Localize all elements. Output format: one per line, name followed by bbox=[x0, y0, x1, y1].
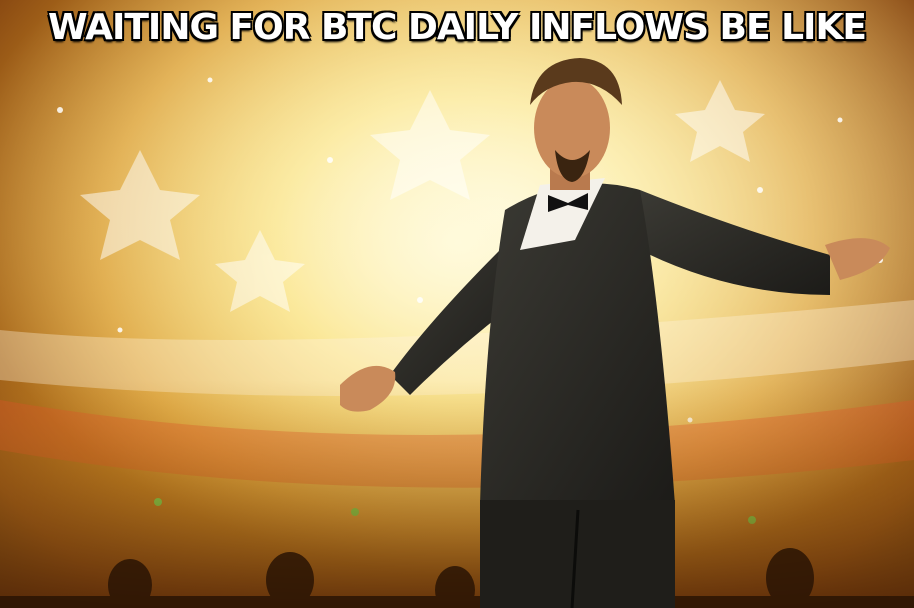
sparkle bbox=[117, 327, 123, 333]
right-arm bbox=[640, 190, 830, 295]
sparkle bbox=[57, 107, 63, 113]
bowtie bbox=[548, 193, 588, 212]
left-arm bbox=[390, 250, 520, 395]
man-in-suit bbox=[340, 58, 890, 608]
left-hand bbox=[340, 365, 396, 412]
flag-star bbox=[370, 90, 490, 200]
goatee bbox=[555, 150, 590, 182]
flag-star bbox=[80, 150, 200, 260]
sparkle bbox=[327, 157, 333, 163]
suit-jacket bbox=[480, 183, 675, 506]
audience-head bbox=[108, 559, 152, 608]
audience-head bbox=[766, 548, 814, 608]
flag-star bbox=[675, 80, 765, 162]
hair bbox=[530, 58, 622, 105]
sparkle bbox=[207, 77, 213, 83]
face bbox=[534, 78, 610, 178]
right-hand bbox=[825, 238, 890, 280]
sparkle bbox=[837, 117, 843, 123]
audience-head bbox=[266, 552, 314, 608]
sparkle bbox=[757, 187, 763, 193]
sparkle bbox=[417, 297, 423, 303]
flag-star bbox=[215, 230, 305, 312]
meme-caption: WAITING FOR BTC DAILY INFLOWS BE LIKE bbox=[48, 7, 867, 48]
